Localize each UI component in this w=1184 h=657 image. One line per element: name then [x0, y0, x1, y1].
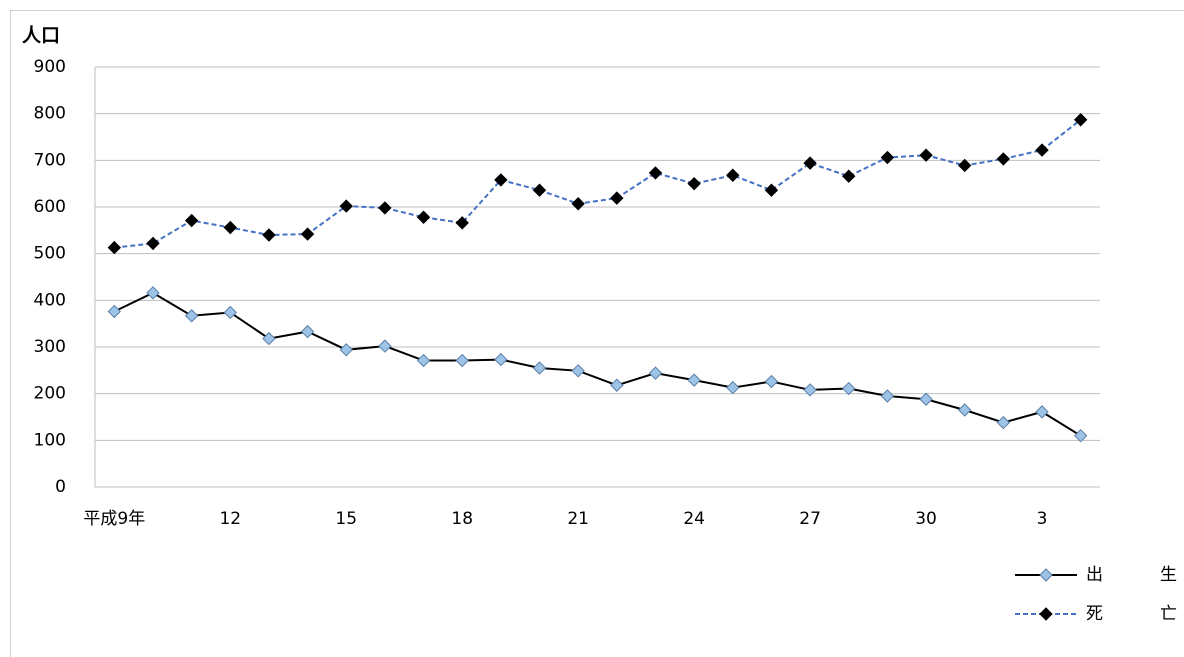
data-point: [571, 197, 585, 211]
data-point: [687, 373, 701, 387]
data-point: [842, 381, 856, 396]
data-point: [803, 156, 817, 170]
data-point: [610, 191, 624, 205]
data-point: [996, 415, 1011, 430]
legend-label: 出 生: [1086, 565, 1184, 585]
data-point: [1073, 428, 1088, 443]
data-point: [958, 158, 972, 173]
data-point: [880, 150, 895, 165]
data-point: [146, 236, 160, 251]
y-tick-label: 900: [34, 57, 66, 77]
y-tick-label: 0: [55, 477, 66, 497]
y-tick-label: 200: [34, 384, 66, 404]
x-tick-label: 15: [335, 509, 357, 529]
data-point: [532, 361, 547, 375]
data-point: [1073, 113, 1088, 127]
data-point: [1035, 405, 1049, 419]
y-tick-label: 300: [34, 337, 66, 357]
data-point: [339, 199, 353, 213]
data-point: [764, 374, 779, 389]
data-point: [996, 152, 1011, 166]
chart-frame: [10, 10, 1184, 657]
x-tick-label: 3: [1037, 509, 1048, 529]
x-tick-label: 30: [915, 509, 937, 529]
data-point: [494, 173, 508, 187]
x-tick-label: 27: [799, 509, 821, 529]
x-tick-label: 12: [219, 509, 241, 529]
y-axis-label: 人口: [22, 25, 60, 47]
y-tick-label: 600: [34, 197, 66, 217]
data-point: [648, 166, 663, 180]
data-point: [300, 324, 315, 339]
data-point: [687, 176, 701, 191]
data-point: [803, 383, 817, 397]
series-line: [114, 118, 1082, 249]
x-tick-label: 21: [567, 509, 589, 529]
data-point: [455, 353, 469, 368]
data-point: [184, 309, 199, 323]
data-point: [223, 220, 237, 235]
data-point: [726, 168, 740, 182]
data-point: [107, 304, 122, 319]
x-tick-label: 18: [451, 509, 473, 529]
data-point: [880, 389, 895, 403]
data-point: [339, 343, 353, 357]
y-tick-label: 400: [34, 290, 66, 310]
data-point: [416, 210, 431, 224]
data-point: [455, 216, 469, 230]
x-tick-label: 24: [683, 509, 705, 529]
data-point: [919, 148, 933, 162]
data-point: [532, 183, 547, 197]
y-tick-label: 700: [34, 150, 66, 170]
legend-label: 死 亡: [1086, 604, 1184, 624]
data-point: [610, 378, 624, 392]
data-point: [842, 169, 856, 183]
data-point: [1035, 143, 1049, 157]
data-point: [958, 403, 972, 417]
data-point: [146, 286, 160, 300]
data-point: [378, 201, 392, 215]
data-point: [726, 380, 740, 395]
data-point: [107, 240, 122, 255]
data-point: [571, 364, 585, 378]
data-point: [416, 353, 431, 368]
data-point: [648, 366, 663, 380]
y-tick-label: 100: [34, 430, 66, 450]
data-point: [919, 392, 933, 406]
data-point: [223, 305, 237, 320]
y-tick-label: 800: [34, 104, 66, 124]
y-tick-label: 500: [34, 244, 66, 264]
legend-marker: [1039, 607, 1053, 621]
data-point: [494, 352, 508, 367]
data-point: [184, 213, 199, 228]
legend-marker: [1039, 568, 1053, 582]
data-point: [300, 227, 315, 241]
data-point: [262, 228, 276, 242]
series-line: [113, 291, 1082, 437]
data-point: [764, 183, 779, 197]
x-tick-label: 平成9年: [83, 509, 145, 529]
data-point: [378, 339, 392, 353]
data-point: [262, 331, 276, 346]
